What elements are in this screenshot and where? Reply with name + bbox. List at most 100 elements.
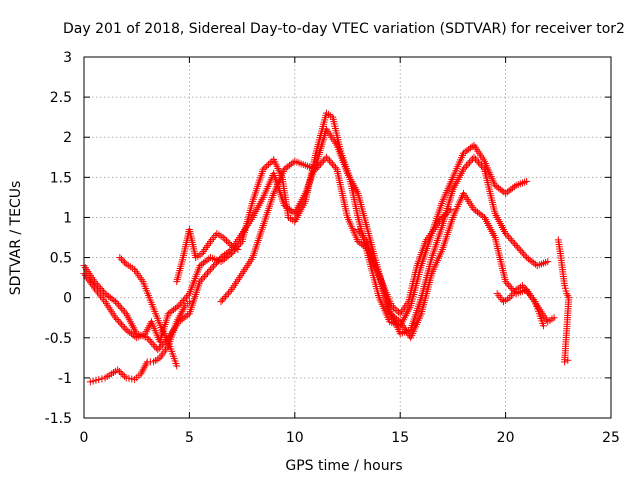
data-point: [459, 165, 467, 173]
data-point: [313, 164, 321, 172]
data-point: [98, 375, 106, 383]
data-point: [284, 204, 292, 212]
data-point: [284, 163, 292, 171]
data-point: [316, 160, 324, 168]
x-tick-label: 0: [80, 430, 89, 446]
data-point: [540, 322, 548, 330]
data-point: [394, 316, 402, 324]
data-point: [95, 283, 103, 291]
data-point: [496, 185, 504, 193]
data-point: [101, 290, 109, 298]
data-point: [206, 266, 214, 274]
data-point: [318, 158, 326, 166]
data-point: [175, 302, 183, 310]
y-tick-label: 2.5: [50, 90, 72, 106]
x-tick-label: 20: [497, 430, 515, 446]
data-point: [282, 164, 290, 172]
data-point: [523, 254, 531, 262]
data-point: [472, 207, 480, 215]
data-point: [205, 267, 213, 275]
data-point: [201, 258, 209, 266]
data-point: [391, 305, 399, 313]
data-point: [113, 299, 121, 307]
plot-frame: [83, 56, 612, 419]
data-point: [507, 185, 515, 193]
data-points: [80, 109, 573, 386]
data-point: [221, 235, 229, 243]
data-point: [216, 255, 224, 263]
data-point: [287, 207, 295, 215]
data-point: [154, 346, 162, 354]
data-point: [173, 362, 181, 370]
data-point: [531, 260, 539, 268]
data-point: [226, 247, 234, 255]
y-axis-ticks: -1.5 -1 -0.5 0 0.5 1 1.5 2 2.5 3: [45, 50, 611, 427]
data-point: [225, 289, 233, 297]
data-point: [115, 367, 123, 375]
data-point: [470, 205, 478, 213]
data-point: [503, 231, 511, 239]
data-point: [112, 314, 120, 322]
data-point: [92, 279, 100, 287]
data-point: [98, 286, 106, 294]
data-point: [117, 255, 125, 263]
data-point: [476, 160, 484, 168]
data-point: [121, 258, 129, 266]
data-point: [115, 317, 123, 325]
data-point: [226, 287, 234, 295]
data-point: [391, 314, 399, 322]
data-point: [145, 335, 153, 343]
data-point: [115, 301, 123, 309]
data-point: [502, 229, 510, 237]
data-point: [515, 245, 523, 253]
series-track-9: [554, 236, 573, 366]
data-point: [315, 162, 323, 170]
data-point: [478, 162, 486, 170]
data-point: [126, 328, 134, 336]
data-point: [214, 257, 222, 265]
y-tick-label: 2: [63, 130, 72, 146]
data-point: [224, 238, 232, 246]
data-point: [116, 303, 124, 311]
data-point: [164, 310, 172, 318]
y-tick-label: -1.5: [45, 411, 72, 427]
data-point: [121, 308, 129, 316]
data-point: [470, 153, 478, 161]
data-point: [196, 262, 204, 270]
data-point: [94, 281, 102, 289]
data-point: [517, 247, 525, 255]
data-point: [199, 259, 207, 267]
series-track-3: [86, 298, 193, 386]
data-point: [459, 149, 467, 157]
x-tick-label: 10: [286, 430, 304, 446]
data-point: [116, 319, 124, 327]
data-point: [280, 201, 288, 209]
data-point: [91, 278, 99, 286]
data-point: [508, 236, 516, 244]
y-tick-label: 0: [63, 291, 72, 307]
data-point: [495, 184, 503, 192]
data-point: [328, 160, 336, 168]
data-point: [322, 153, 330, 161]
data-point: [223, 291, 231, 299]
data-point: [462, 162, 470, 170]
data-point: [544, 258, 552, 266]
data-point: [509, 238, 517, 246]
data-point: [100, 288, 108, 296]
data-point: [166, 308, 174, 316]
data-point: [550, 314, 558, 322]
data-point: [217, 254, 225, 262]
x-tick-label: 5: [185, 430, 194, 446]
x-axis-title: GPS time / hours: [285, 458, 402, 474]
data-point: [461, 164, 469, 172]
data-point: [226, 240, 234, 248]
data-point: [184, 291, 192, 299]
data-point: [474, 158, 482, 166]
data-point: [158, 341, 166, 349]
data-point: [155, 344, 163, 352]
data-point: [287, 160, 295, 168]
y-tick-label: 1.5: [50, 170, 72, 186]
data-point: [116, 254, 124, 262]
data-point: [121, 324, 129, 332]
